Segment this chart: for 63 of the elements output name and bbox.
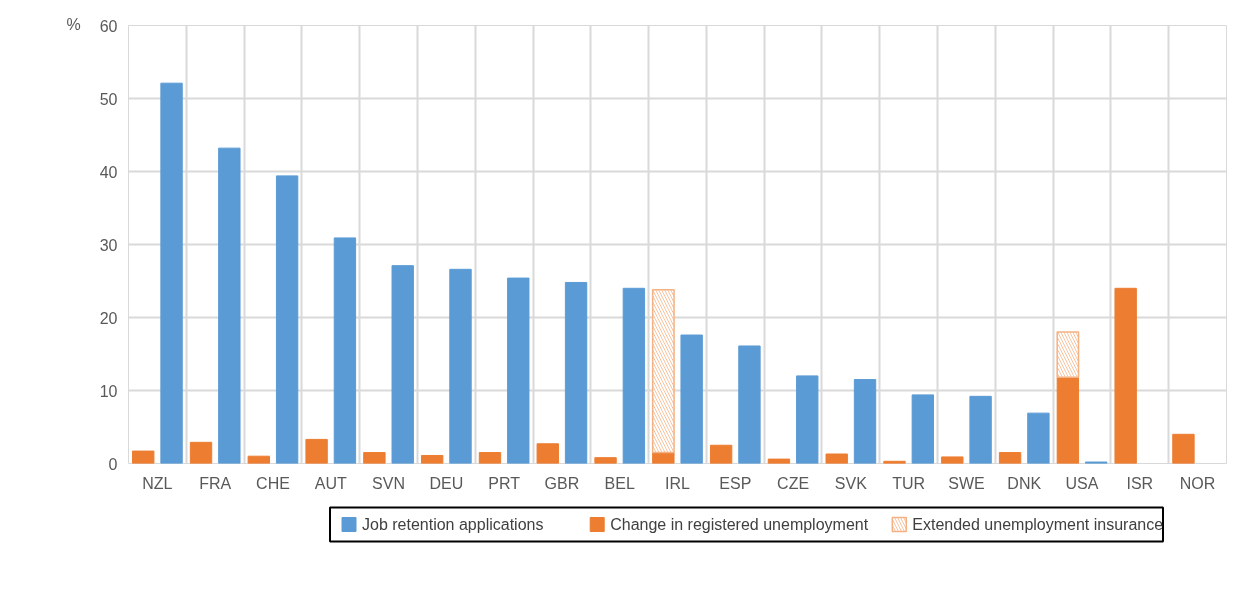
y-tick-label: 0 — [108, 455, 118, 473]
x-tick-label: TUR — [892, 474, 926, 492]
x-tick-label: BEL — [604, 474, 635, 492]
bar — [247, 455, 271, 464]
bar — [738, 345, 761, 464]
legend-label: Change in registered unemployment — [610, 516, 869, 533]
bar — [1027, 412, 1050, 464]
x-tick-label: GBR — [544, 474, 580, 492]
x-tick-label: CHE — [256, 474, 290, 492]
x-tick-label: AUT — [314, 474, 347, 492]
bar — [622, 287, 646, 464]
bar — [305, 438, 328, 464]
bar — [594, 457, 617, 464]
bar — [333, 237, 357, 464]
x-tick-label: DNK — [1007, 474, 1042, 492]
bar — [941, 456, 964, 464]
bar — [1172, 433, 1195, 464]
bar — [825, 453, 848, 464]
bar — [363, 452, 386, 464]
y-axis-title: % — [66, 15, 81, 33]
x-tick-label: PRT — [488, 474, 521, 492]
y-tick-label: 40 — [99, 163, 118, 181]
bar — [132, 450, 155, 464]
x-tick-label: SVN — [372, 474, 406, 492]
bar — [391, 265, 414, 464]
bar — [507, 277, 530, 464]
bar — [218, 147, 241, 464]
x-tick-label: DEU — [429, 474, 464, 492]
bar — [189, 441, 213, 464]
x-tick-label: NOR — [1179, 474, 1216, 492]
bar — [680, 334, 703, 464]
bar — [969, 395, 992, 464]
bar — [853, 379, 877, 464]
bar — [275, 175, 299, 464]
x-tick-label: USA — [1065, 474, 1099, 492]
bar — [420, 454, 444, 464]
bar — [709, 444, 733, 464]
bar — [564, 281, 588, 464]
x-tick-label: FRA — [199, 474, 232, 492]
x-tick-label: SWE — [948, 474, 985, 492]
x-tick-label: NZL — [142, 474, 173, 492]
x-tick-label: ISR — [1126, 474, 1154, 492]
bar — [911, 394, 935, 464]
x-tick-label: CZE — [777, 474, 810, 492]
bar — [1056, 376, 1080, 464]
y-tick-label: 60 — [99, 17, 118, 35]
x-tick-label: IRL — [665, 474, 691, 492]
y-tick-label: 10 — [99, 382, 118, 400]
x-tick-label: ESP — [719, 474, 752, 492]
x-tick-label: SVK — [834, 474, 868, 492]
bar — [796, 375, 819, 464]
legend-label: Job retention applications — [362, 516, 544, 533]
y-tick-label: 20 — [99, 309, 118, 327]
bar — [652, 452, 675, 464]
bar — [449, 268, 472, 464]
bar — [767, 458, 791, 464]
bar — [536, 443, 559, 464]
bar — [478, 452, 502, 464]
y-tick-label: 50 — [99, 90, 118, 108]
bar — [160, 82, 183, 464]
bar — [998, 452, 1022, 464]
bar — [1114, 287, 1137, 464]
y-tick-label: 30 — [99, 236, 118, 254]
